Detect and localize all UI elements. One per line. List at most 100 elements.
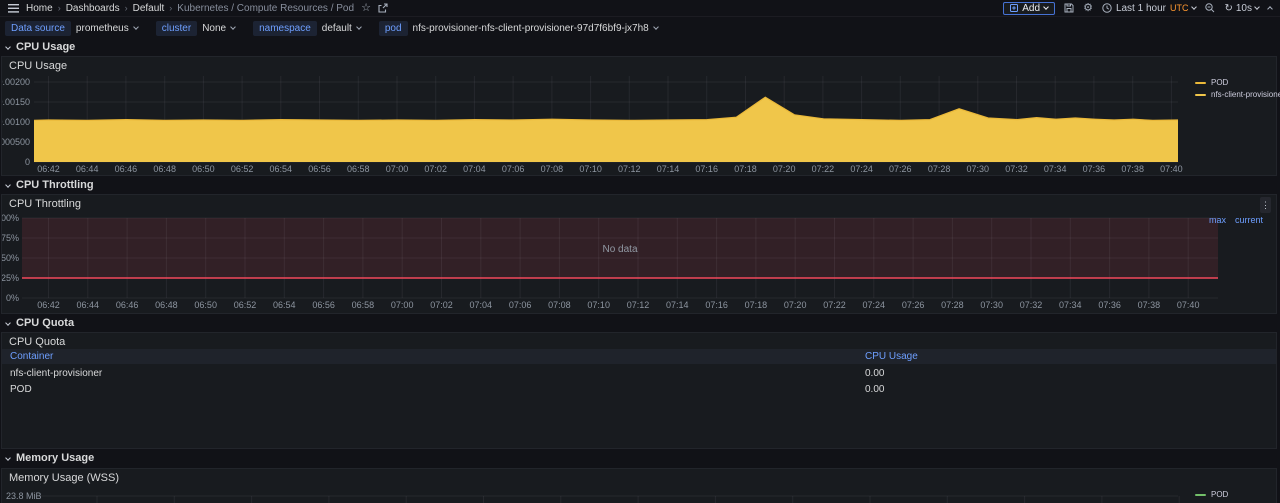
svg-text:07:20: 07:20 — [773, 164, 796, 174]
svg-text:07:18: 07:18 — [734, 164, 757, 174]
section-header-memory-usage[interactable]: Memory Usage — [5, 451, 94, 465]
datasource-dropdown[interactable]: prometheus — [71, 21, 143, 36]
variable-namespace: namespace default — [253, 21, 366, 36]
svg-text:0.00200: 0.00200 — [2, 77, 30, 87]
memory-usage-chart[interactable]: 23.8 MiB — [2, 483, 1276, 503]
time-range-label: Last 1 hour — [1115, 2, 1166, 14]
panel-title[interactable]: Memory Usage (WSS) — [9, 472, 120, 484]
chevron-down-icon — [1254, 3, 1260, 10]
svg-text:06:54: 06:54 — [270, 164, 293, 174]
refresh-icon: ↻ — [1224, 2, 1233, 14]
svg-text:75%: 75% — [2, 233, 19, 243]
refresh-button[interactable]: ↻ 10s — [1224, 2, 1260, 14]
collapse-toolbar-icon[interactable] — [1267, 5, 1273, 12]
svg-text:07:18: 07:18 — [745, 300, 768, 310]
panel-title[interactable]: CPU Usage — [9, 60, 68, 72]
series-line-nfs-client-provisioner — [33, 96, 1179, 122]
legend-column-max[interactable]: max — [1208, 215, 1226, 225]
section-header-cpu-quota[interactable]: CPU Quota — [5, 316, 74, 330]
svg-text:07:30: 07:30 — [967, 164, 990, 174]
svg-text:07:14: 07:14 — [657, 164, 680, 174]
cluster-dropdown[interactable]: None — [197, 21, 240, 36]
svg-text:0.00150: 0.00150 — [2, 97, 30, 107]
menu-icon[interactable] — [8, 3, 19, 13]
chevron-up-icon — [1267, 6, 1273, 12]
svg-text:07:00: 07:00 — [391, 300, 414, 310]
variables-bar: Data source prometheus cluster None name… — [0, 17, 1280, 40]
svg-text:07:22: 07:22 — [823, 300, 846, 310]
grid — [34, 495, 1180, 503]
star-icon[interactable]: ☆ — [361, 1, 371, 14]
chevron-down-icon — [5, 319, 11, 326]
svg-text:07:40: 07:40 — [1177, 300, 1200, 310]
svg-text:06:46: 06:46 — [116, 300, 139, 310]
settings-gear-icon[interactable]: ⚙ — [1083, 1, 1093, 14]
svg-text:07:02: 07:02 — [430, 300, 453, 310]
breadcrumb-default[interactable]: Default — [132, 2, 165, 14]
cluster-value: None — [202, 23, 227, 34]
svg-text:100%: 100% — [2, 213, 19, 223]
table-header-row: Container CPU Usage — [2, 349, 1276, 364]
time-range-picker[interactable]: Last 1 hour UTC — [1102, 2, 1198, 14]
svg-text:07:26: 07:26 — [889, 164, 912, 174]
svg-text:07:28: 07:28 — [928, 164, 951, 174]
series-area-nfs-client-provisioner — [34, 97, 1178, 162]
add-button[interactable]: Add — [1003, 1, 1056, 15]
share-icon[interactable] — [378, 3, 388, 13]
panel-title[interactable]: CPU Throttling — [9, 198, 81, 210]
legend-item-nfs-client-provisioner[interactable]: nfs-client-provisioner — [1195, 90, 1280, 99]
svg-text:07:12: 07:12 — [627, 300, 650, 310]
svg-text:07:12: 07:12 — [618, 164, 641, 174]
svg-text:07:04: 07:04 — [463, 164, 486, 174]
variable-cluster: cluster None — [155, 21, 240, 36]
legend-item-POD[interactable]: POD — [1195, 78, 1280, 87]
chevron-down-icon — [355, 24, 362, 30]
svg-text:07:32: 07:32 — [1005, 164, 1028, 174]
namespace-value: default — [321, 23, 352, 34]
cpu-usage-chart[interactable]: 06:42 06:44 06:46 06:48 06:50 06:52 06:54 06:56… — [2, 57, 1276, 175]
save-dashboard-icon[interactable] — [1064, 3, 1074, 13]
breadcrumb-home[interactable]: Home — [26, 2, 53, 14]
panel-memory-usage: Memory Usage (WSS) 23.8 MiB POD — [1, 468, 1277, 503]
column-header-cpu-usage[interactable]: CPU Usage — [865, 351, 918, 362]
svg-text:07:24: 07:24 — [863, 300, 886, 310]
svg-text:06:50: 06:50 — [194, 300, 217, 310]
namespace-dropdown[interactable]: default — [317, 21, 366, 36]
threshold-region — [22, 218, 1218, 278]
svg-text:06:46: 06:46 — [115, 164, 138, 174]
memory-usage-legend: POD — [1195, 490, 1228, 499]
svg-text:07:28: 07:28 — [941, 300, 964, 310]
svg-text:07:40: 07:40 — [1160, 164, 1183, 174]
add-button-label: Add — [1022, 2, 1041, 14]
y-axis-label: 23.8 MiB — [6, 491, 42, 501]
svg-text:0.00100: 0.00100 — [2, 117, 30, 127]
svg-text:06:44: 06:44 — [77, 300, 100, 310]
panel-menu-kebab-icon[interactable]: ⋮ — [1260, 197, 1271, 213]
pod-dropdown[interactable]: nfs-provisioner-nfs-client-provisioner-9… — [408, 21, 663, 36]
zoom-out-icon[interactable] — [1205, 3, 1215, 13]
section-header-cpu-throttling[interactable]: CPU Throttling — [5, 178, 94, 192]
breadcrumb-dashboards[interactable]: Dashboards — [65, 2, 120, 14]
variable-label: Data source — [5, 21, 71, 36]
chevron-down-icon — [5, 454, 11, 461]
column-header-container[interactable]: Container — [10, 351, 54, 362]
chevron-right-icon: › — [169, 3, 173, 13]
section-header-cpu-usage[interactable]: CPU Usage — [5, 40, 75, 54]
refresh-interval-label: 10s — [1235, 2, 1252, 14]
legend-column-current[interactable]: current — [1234, 215, 1263, 225]
svg-text:0%: 0% — [6, 293, 19, 303]
cell-cpu-usage: 0.00 — [865, 383, 885, 395]
svg-text:07:16: 07:16 — [695, 164, 718, 174]
table-row: nfs-client-provisioner 0.00 — [2, 365, 1276, 381]
panel-title[interactable]: CPU Quota — [9, 336, 66, 348]
svg-text:06:52: 06:52 — [231, 164, 254, 174]
svg-text:50%: 50% — [2, 253, 19, 263]
breadcrumb: Home › Dashboards › Default › Kubernetes… — [26, 3, 354, 14]
svg-text:06:56: 06:56 — [312, 300, 335, 310]
no-data-text: No data — [602, 244, 637, 255]
svg-text:07:08: 07:08 — [548, 300, 571, 310]
legend-item-POD[interactable]: POD — [1195, 490, 1228, 499]
svg-text:07:20: 07:20 — [784, 300, 807, 310]
